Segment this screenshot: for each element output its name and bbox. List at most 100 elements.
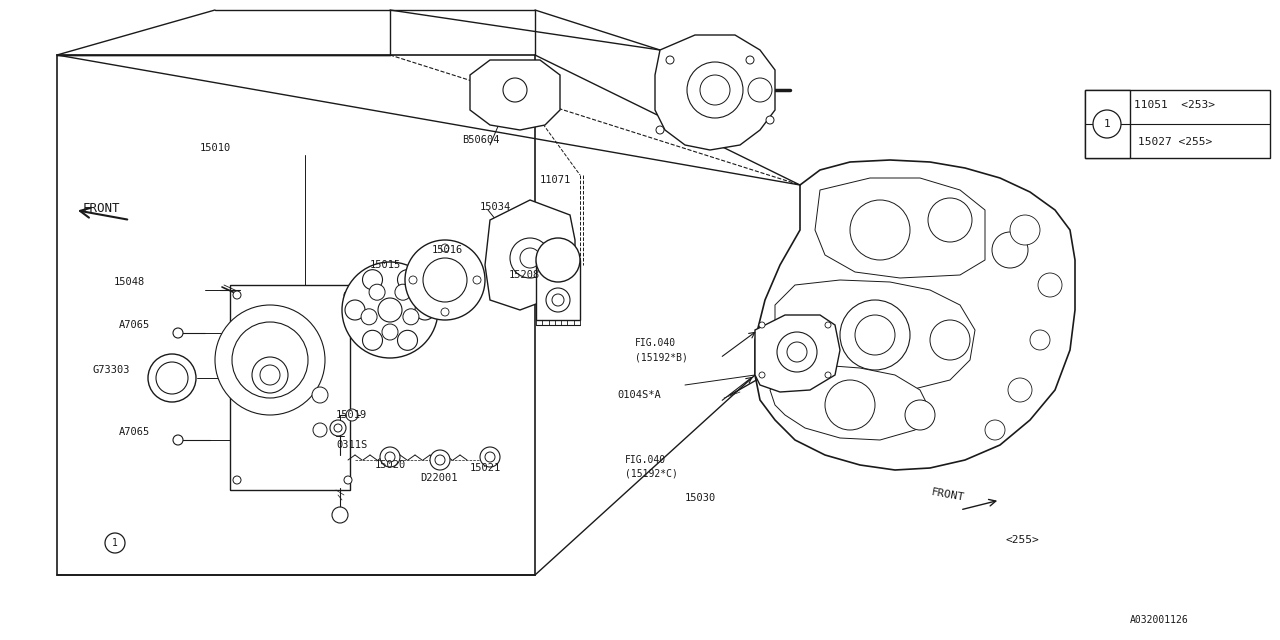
Circle shape xyxy=(765,116,774,124)
Circle shape xyxy=(992,232,1028,268)
Text: 0104S*A: 0104S*A xyxy=(617,390,660,400)
Circle shape xyxy=(396,284,411,300)
Text: 11051  <253>: 11051 <253> xyxy=(1134,100,1216,110)
Text: 15016: 15016 xyxy=(433,245,463,255)
Circle shape xyxy=(480,447,500,467)
Bar xyxy=(58,55,535,575)
Text: A7065: A7065 xyxy=(119,427,150,437)
Circle shape xyxy=(422,258,467,302)
Text: (15192*B): (15192*B) xyxy=(635,352,687,362)
Circle shape xyxy=(485,452,495,462)
Text: 1: 1 xyxy=(113,538,118,548)
Circle shape xyxy=(314,423,326,437)
Circle shape xyxy=(687,62,742,118)
Circle shape xyxy=(748,78,772,102)
Circle shape xyxy=(334,424,342,432)
Circle shape xyxy=(850,200,910,260)
Text: 15034: 15034 xyxy=(480,202,511,212)
Text: A032001126: A032001126 xyxy=(1130,615,1189,625)
Circle shape xyxy=(346,409,358,421)
Circle shape xyxy=(442,244,449,252)
Polygon shape xyxy=(230,285,349,490)
Text: 15010: 15010 xyxy=(200,143,232,153)
Circle shape xyxy=(442,308,449,316)
Text: FRONT: FRONT xyxy=(931,487,965,503)
Circle shape xyxy=(252,357,288,393)
Circle shape xyxy=(398,269,417,290)
Circle shape xyxy=(1030,330,1050,350)
Circle shape xyxy=(342,262,438,358)
Text: 1: 1 xyxy=(1103,119,1110,129)
Circle shape xyxy=(403,308,419,324)
Circle shape xyxy=(1038,273,1062,297)
Circle shape xyxy=(700,75,730,105)
Text: G73303: G73303 xyxy=(92,365,131,375)
Polygon shape xyxy=(774,280,975,390)
Circle shape xyxy=(552,294,564,306)
Text: 15027 <255>: 15027 <255> xyxy=(1138,137,1212,147)
Text: 0311S: 0311S xyxy=(337,440,367,450)
Circle shape xyxy=(332,507,348,523)
Text: D22001: D22001 xyxy=(420,473,457,483)
Circle shape xyxy=(666,56,675,64)
Circle shape xyxy=(503,78,527,102)
Circle shape xyxy=(260,365,280,385)
Circle shape xyxy=(787,342,806,362)
Text: FIG.040: FIG.040 xyxy=(635,338,676,348)
Circle shape xyxy=(173,328,183,338)
Circle shape xyxy=(362,330,383,350)
Circle shape xyxy=(509,238,550,278)
Bar xyxy=(1085,90,1130,158)
Circle shape xyxy=(435,455,445,465)
Text: B50604: B50604 xyxy=(462,135,499,145)
Circle shape xyxy=(312,387,328,403)
Text: 15015: 15015 xyxy=(370,260,401,270)
Circle shape xyxy=(378,298,402,322)
Circle shape xyxy=(826,372,831,378)
Circle shape xyxy=(233,476,241,484)
Circle shape xyxy=(362,269,383,290)
Circle shape xyxy=(986,420,1005,440)
Circle shape xyxy=(430,450,451,470)
Polygon shape xyxy=(485,200,575,310)
Circle shape xyxy=(826,322,831,328)
Text: A7065: A7065 xyxy=(119,320,150,330)
Text: 15208: 15208 xyxy=(508,270,540,280)
Circle shape xyxy=(826,380,876,430)
Text: <255>: <255> xyxy=(1005,535,1039,545)
Circle shape xyxy=(105,533,125,553)
Circle shape xyxy=(381,324,398,340)
Circle shape xyxy=(156,362,188,394)
Text: 15020: 15020 xyxy=(375,460,406,470)
Circle shape xyxy=(361,308,378,324)
Circle shape xyxy=(1009,378,1032,402)
Polygon shape xyxy=(470,60,561,130)
Circle shape xyxy=(536,238,580,282)
Circle shape xyxy=(410,276,417,284)
Circle shape xyxy=(855,315,895,355)
Text: 15021: 15021 xyxy=(470,463,502,473)
Text: 15048: 15048 xyxy=(114,277,145,287)
Text: (15192*C): (15192*C) xyxy=(625,469,678,479)
Text: FRONT: FRONT xyxy=(83,202,120,214)
Circle shape xyxy=(215,305,325,415)
Text: FIG.040: FIG.040 xyxy=(625,455,666,465)
Circle shape xyxy=(1010,215,1039,245)
Bar xyxy=(1085,90,1270,158)
Circle shape xyxy=(380,447,401,467)
Circle shape xyxy=(520,248,540,268)
Circle shape xyxy=(759,322,765,328)
Polygon shape xyxy=(771,365,931,440)
Text: 15030: 15030 xyxy=(685,493,717,503)
Text: 11071: 11071 xyxy=(540,175,571,185)
Circle shape xyxy=(415,300,435,320)
Polygon shape xyxy=(815,178,986,278)
Circle shape xyxy=(657,126,664,134)
Circle shape xyxy=(398,330,417,350)
Polygon shape xyxy=(655,35,774,150)
Text: 15019: 15019 xyxy=(337,410,367,420)
Circle shape xyxy=(1093,110,1121,138)
Circle shape xyxy=(148,354,196,402)
Circle shape xyxy=(746,56,754,64)
Circle shape xyxy=(777,332,817,372)
